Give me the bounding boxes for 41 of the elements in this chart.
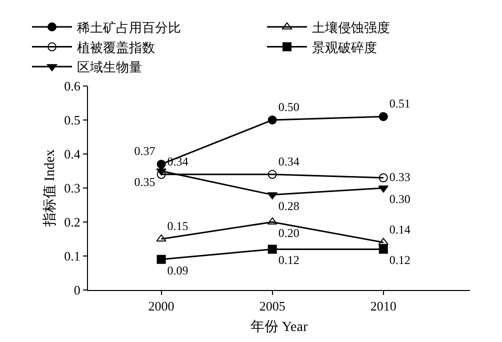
data-label: 0.09 — [167, 263, 188, 278]
point — [378, 173, 388, 182]
data-label: 0.12 — [278, 253, 300, 268]
x-tick-label: 2010 — [370, 298, 396, 314]
data-label: 0.33 — [389, 170, 410, 184]
y-tick-label: 0.1 — [64, 248, 80, 264]
y-tick-label: 0.4 — [64, 146, 81, 162]
data-label: 0.14 — [389, 222, 410, 236]
point — [268, 116, 277, 124]
data-label: 0.51 — [389, 96, 410, 111]
point — [156, 160, 166, 169]
point — [378, 238, 388, 245]
point — [268, 170, 277, 179]
legend-label: 植被覆盖指数 — [77, 40, 155, 55]
point — [156, 254, 166, 264]
y-tick-label: 0.6 — [64, 78, 81, 94]
data-label: 0.37 — [134, 144, 156, 158]
legend-label: 景观破碎度 — [312, 40, 377, 55]
legend-label: 区域生物量 — [77, 60, 142, 75]
point — [267, 192, 278, 200]
x-tick-label: 2005 — [259, 298, 286, 314]
data-label: 0.34 — [278, 154, 300, 168]
data-label: 0.35 — [134, 175, 156, 189]
y-tick-label: 0.3 — [64, 180, 80, 196]
y-tick-label: 0.5 — [64, 112, 80, 128]
y-tick-label: 0 — [74, 282, 80, 298]
point — [268, 244, 277, 254]
data-label: 0.15 — [167, 219, 188, 233]
data-label: 0.30 — [389, 192, 410, 206]
point — [378, 112, 388, 122]
point — [378, 244, 388, 254]
data-label: 0.28 — [278, 198, 300, 213]
y-tick-label: 0.2 — [64, 214, 80, 230]
data-label: 0.50 — [278, 100, 300, 114]
x-tick-label: 2000 — [148, 298, 174, 314]
y-axis-title: 指标值 Index — [42, 149, 58, 228]
x-axis-title: 年份 Year — [250, 318, 308, 335]
legend-label: 土壤侵蚀强度 — [312, 20, 390, 35]
data-label: 0.12 — [389, 253, 410, 268]
data-label: 0.20 — [278, 226, 300, 240]
legend-label: 稀土矿占用百分比 — [77, 20, 181, 35]
